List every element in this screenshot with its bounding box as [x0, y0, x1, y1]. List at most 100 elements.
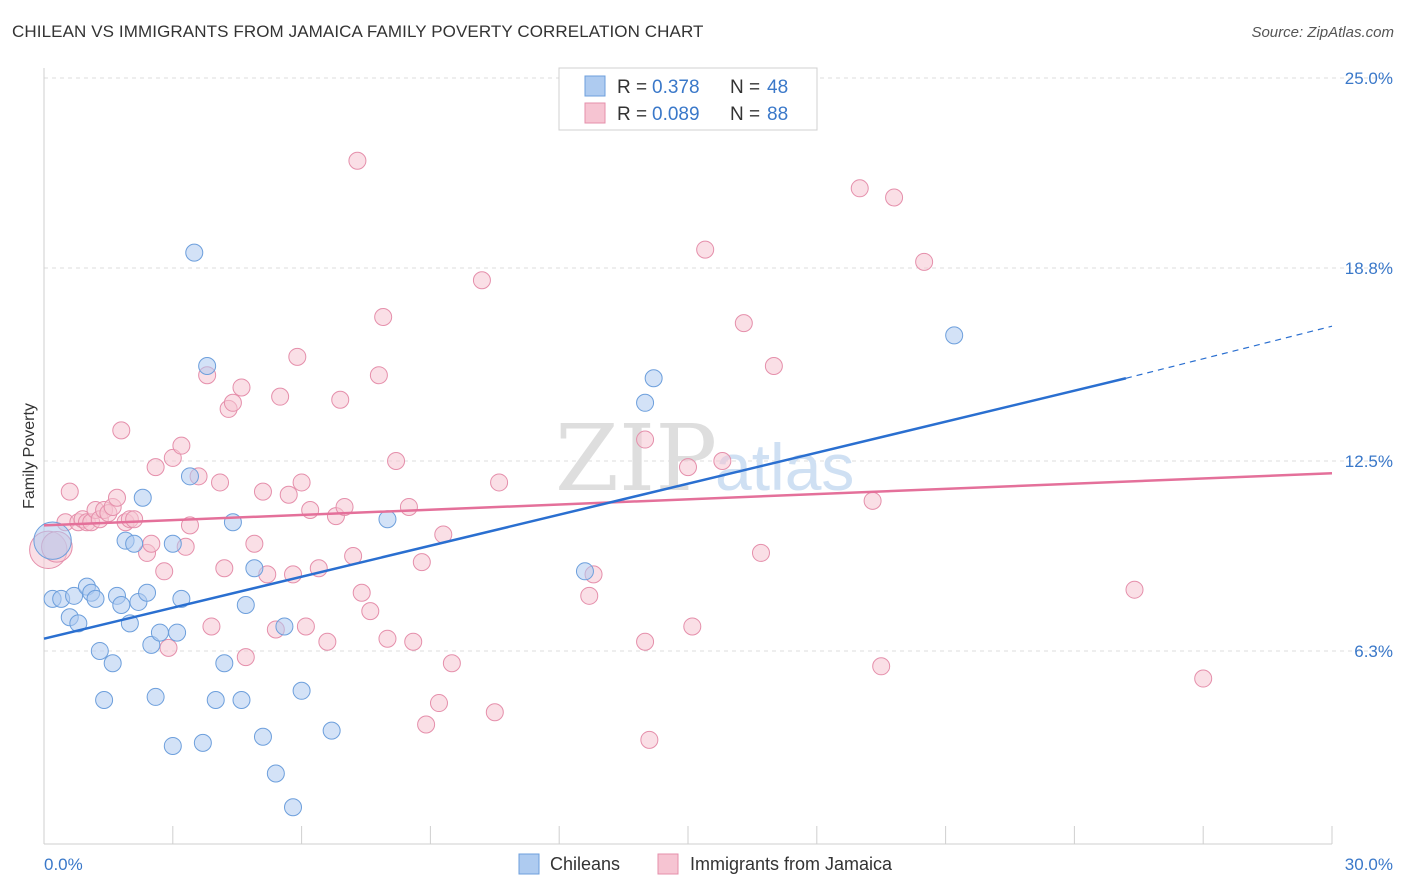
jamaica-point: [288, 347, 307, 366]
jamaica-point: [751, 543, 770, 562]
watermark: ZIP atlas: [555, 405, 854, 512]
trend-line-jamaica: [43, 472, 1333, 527]
jamaica-point: [172, 436, 191, 455]
jamaica-point: [296, 617, 315, 636]
x-ticks: [43, 826, 1333, 844]
chilean-point: [215, 654, 234, 673]
chilean-point: [945, 326, 964, 345]
chilean-point: [378, 510, 397, 529]
chilean-point: [146, 687, 165, 706]
jamaica-point: [202, 617, 221, 636]
jamaica-point: [318, 632, 337, 651]
jamaica-point: [872, 657, 891, 676]
jamaica-point: [223, 393, 242, 412]
chilean-point: [33, 521, 72, 560]
jamaica-point: [636, 430, 655, 449]
chilean-point: [236, 596, 255, 615]
legend-n-label-jamaica: N =: [730, 104, 760, 125]
jamaica-point: [885, 188, 904, 207]
chilean-point: [266, 764, 285, 783]
jamaica-point: [636, 632, 655, 651]
legend-swatch-jamaica: [584, 102, 606, 124]
chilean-point: [636, 393, 655, 412]
bottom-legend-label-jamaica: Immigrants from Jamaica: [690, 854, 893, 874]
chilean-point: [138, 583, 157, 602]
y-tick-label: 18.8%: [1345, 259, 1393, 278]
chilean-point: [193, 733, 212, 752]
jamaica-point: [399, 497, 418, 516]
jamaica-point: [279, 485, 298, 504]
jamaica-point: [1125, 580, 1144, 599]
chilean-point: [95, 690, 114, 709]
chilean-point: [112, 596, 131, 615]
jamaica-point: [378, 629, 397, 648]
legend-n-label-chileans: N =: [730, 77, 760, 98]
bottom-legend: Chileans Immigrants from Jamaica: [518, 853, 893, 875]
jamaica-point: [442, 654, 461, 673]
chilean-point: [206, 690, 225, 709]
jamaica-point: [369, 366, 388, 385]
jamaica-point: [490, 473, 509, 492]
trend-lines: [43, 325, 1333, 640]
jamaica-point: [485, 703, 504, 722]
chilean-point: [86, 589, 105, 608]
chilean-point: [103, 654, 122, 673]
chilean-point: [65, 586, 84, 605]
jamaica-point: [374, 307, 393, 326]
y-tick-label: 6.3%: [1354, 642, 1393, 661]
jamaica-point: [125, 510, 144, 529]
chilean-point: [322, 721, 341, 740]
source-label: Source: ZipAtlas.com: [1251, 24, 1394, 41]
chilean-point: [253, 727, 272, 746]
legend-r-label-chileans: R =: [617, 77, 647, 98]
jamaica-point: [679, 458, 697, 477]
chilean-point: [163, 534, 182, 553]
legend-swatch-chileans: [584, 75, 606, 97]
jamaica-point: [163, 448, 182, 467]
jamaica-point: [112, 421, 131, 440]
jamaica-point: [683, 617, 702, 636]
jamaica-point: [580, 586, 599, 605]
chilean-point: [284, 798, 303, 817]
chilean-point: [133, 488, 152, 507]
chilean-point: [275, 617, 294, 636]
bottom-legend-swatch-jamaica: [657, 853, 679, 875]
jamaica-point: [696, 240, 715, 259]
jamaica-point: [412, 553, 431, 572]
jamaica-point: [472, 271, 491, 290]
jamaica-point: [352, 583, 371, 602]
jamaica-point: [60, 482, 79, 501]
jamaica-point: [417, 715, 436, 734]
legend-r-label-jamaica: R =: [617, 104, 647, 125]
chilean-point: [150, 623, 169, 642]
chilean-point: [172, 589, 191, 608]
x-tick-label-min: 0.0%: [44, 855, 83, 874]
jamaica-point: [180, 516, 199, 535]
jamaica-point: [915, 252, 934, 271]
chilean-point: [180, 467, 199, 486]
chilean-point: [644, 369, 663, 388]
jamaica-point: [335, 497, 354, 516]
y-tick-label: 25.0%: [1345, 69, 1393, 88]
y-tick-label: 12.5%: [1345, 452, 1393, 471]
bottom-legend-swatch-chileans: [518, 853, 540, 875]
jamaica-point: [253, 482, 272, 501]
chilean-point: [198, 357, 217, 376]
chilean-point: [168, 623, 187, 642]
jamaica-point: [211, 473, 230, 492]
jamaica-point: [1194, 669, 1213, 688]
chilean-point: [575, 562, 594, 581]
legend-n-value-chileans: 48: [767, 77, 788, 98]
jamaica-point: [331, 390, 350, 409]
chilean-point: [163, 736, 182, 755]
jamaica-point: [404, 632, 423, 651]
jamaica-point: [236, 648, 255, 667]
chilean-point: [69, 614, 88, 633]
series-jamaica-points: [29, 151, 1213, 749]
jamaica-point: [429, 694, 448, 713]
chilean-point: [232, 690, 251, 709]
x-tick-label-max: 30.0%: [1345, 855, 1393, 874]
trend-line-chileans-extension: [1125, 325, 1333, 379]
bottom-legend-label-chileans: Chileans: [550, 854, 620, 874]
trend-line-chileans: [43, 377, 1127, 640]
